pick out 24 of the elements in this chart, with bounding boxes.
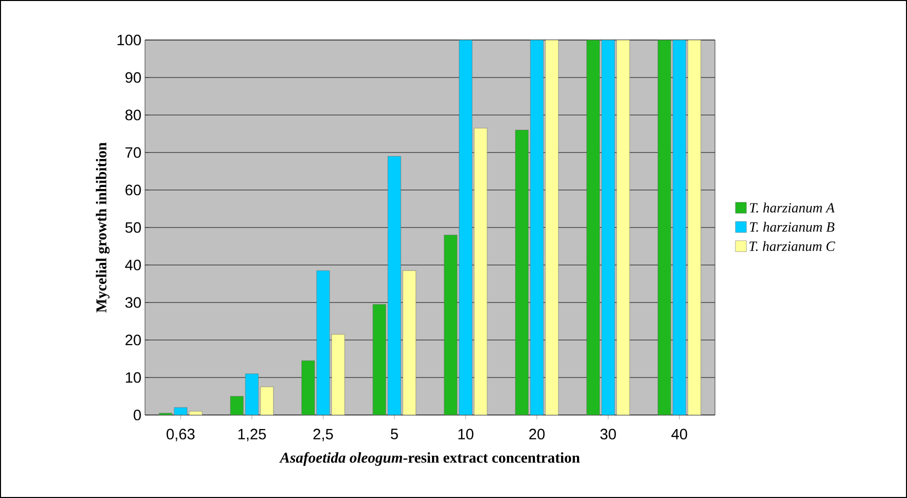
y-tick-label: 60: [126, 184, 141, 196]
x-tick-label: 30: [600, 428, 616, 440]
y-tick-label: 50: [125, 222, 141, 233]
x-tick-label: 0,63: [166, 428, 195, 442]
x-tick-label: 40: [671, 428, 688, 440]
legend-label: T. harzianum B: [750, 222, 834, 232]
y-axis-title: Mycelial growth inhibition: [96, 142, 110, 313]
y-tick-label: 10: [126, 372, 141, 383]
y-tick-label: 40: [125, 260, 141, 270]
y-tick-label: 80: [125, 110, 141, 120]
y-tick-label: 0: [134, 410, 141, 420]
y-tick-label: 90: [125, 72, 141, 83]
legend-label: T. harzianum A: [750, 202, 835, 213]
x-tick-label: 1,25: [238, 428, 266, 442]
y-tick-label: 100: [118, 34, 141, 46]
x-tick-label: 5: [390, 428, 398, 440]
x-tick-label: 20: [529, 428, 545, 440]
y-tick-label: 20: [126, 334, 141, 346]
legend-label: T. harzianum C: [750, 241, 836, 252]
y-tick-label: 30: [125, 297, 141, 308]
x-tick-label: 10: [458, 428, 474, 440]
x-axis-title: Asafoetida oleogum-resin extract concentration: [279, 452, 580, 466]
x-tick-label: 2,5: [313, 428, 333, 442]
y-tick-label: 70: [126, 147, 141, 158]
